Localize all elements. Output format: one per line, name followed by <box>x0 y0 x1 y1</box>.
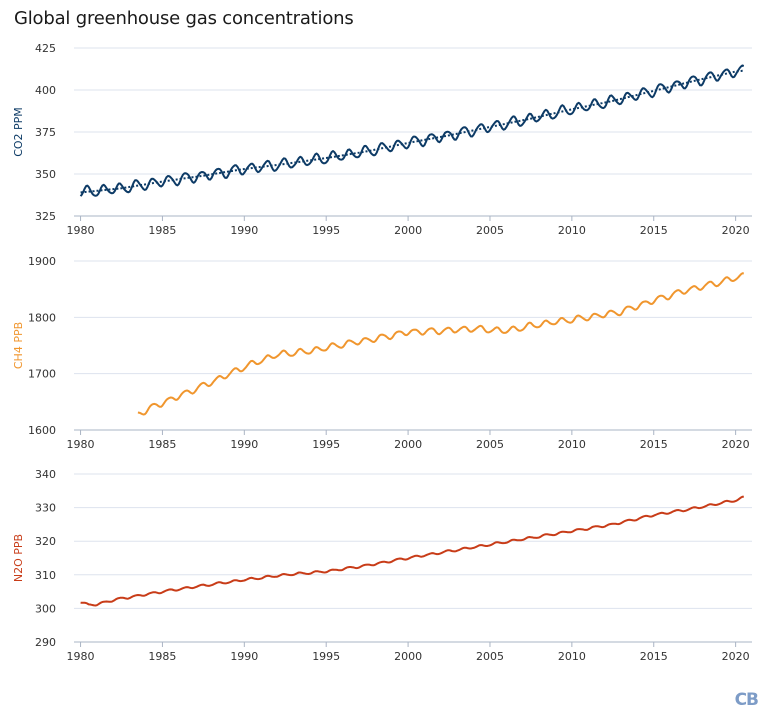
n2o-x-tick-label: 1985 <box>148 650 176 663</box>
n2o-y-tick-label: 320 <box>35 535 56 548</box>
co2-x-tick-label: 2010 <box>558 224 586 237</box>
ch4-x-tick-label: 2020 <box>722 438 750 451</box>
n2o-series-line <box>80 495 744 607</box>
n2o-x-tick-label: 2005 <box>476 650 504 663</box>
ch4-x-tick-label: 1995 <box>312 438 340 451</box>
ch4-series-line <box>137 272 744 416</box>
ch4-y-tick-label: 1600 <box>28 424 56 437</box>
co2-x-tick-label: 2005 <box>476 224 504 237</box>
n2o-x-tick-label: 2015 <box>640 650 668 663</box>
ch4-x-tick-label: 1980 <box>67 438 95 451</box>
n2o-panel: 290 300 310 320 330 340 1980 1985 1990 1995 2000 20… <box>12 468 752 663</box>
n2o-y-tick-label: 310 <box>35 569 56 582</box>
n2o-y-axis-label: N2O PPB <box>12 534 25 582</box>
co2-y-tick-label: 375 <box>35 126 56 139</box>
co2-x-tick-label: 2000 <box>394 224 422 237</box>
co2-x-tick-label: 1980 <box>67 224 95 237</box>
co2-trend-line <box>80 69 744 194</box>
n2o-y-tick-label: 340 <box>35 468 56 481</box>
n2o-x-tick-label: 2020 <box>722 650 750 663</box>
n2o-x-tick-label: 1980 <box>67 650 95 663</box>
ch4-y-tick-label: 1700 <box>28 368 56 381</box>
n2o-y-tick-label: 290 <box>35 636 56 649</box>
n2o-x-tick-label: 2000 <box>394 650 422 663</box>
n2o-x-tick-label: 2010 <box>558 650 586 663</box>
co2-x-tick-label: 2015 <box>640 224 668 237</box>
n2o-x-tick-label: 1990 <box>230 650 258 663</box>
co2-panel: 325 350 375 400 425 1980 1985 1990 1995 2000 2005 2… <box>12 42 752 237</box>
co2-y-tick-label: 400 <box>35 84 56 97</box>
ch4-x-tick-label: 1990 <box>230 438 258 451</box>
ch4-y-tick-label: 1900 <box>28 255 56 268</box>
ch4-x-tick-label: 2005 <box>476 438 504 451</box>
ch4-x-tick-label: 2015 <box>640 438 668 451</box>
co2-y-tick-label: 350 <box>35 168 56 181</box>
co2-x-tick-label: 1995 <box>312 224 340 237</box>
chart-title: Global greenhouse gas concentrations <box>14 8 354 29</box>
ch4-x-tick-label: 1985 <box>148 438 176 451</box>
co2-y-axis-label: CO2 PPM <box>12 107 25 157</box>
ch4-y-tick-label: 1800 <box>28 311 56 324</box>
co2-y-tick-label: 425 <box>35 42 56 55</box>
n2o-x-tick-label: 1995 <box>312 650 340 663</box>
ch4-panel: 1600 1700 1800 1900 1980 1985 1990 1995 2000 2005… <box>12 255 752 451</box>
carbon-brief-logo: CB <box>734 690 759 710</box>
ch4-y-axis-label: CH4 PPB <box>12 322 25 369</box>
n2o-y-tick-label: 330 <box>35 502 56 515</box>
co2-series-line <box>79 64 745 197</box>
co2-x-tick-label: 1990 <box>230 224 258 237</box>
n2o-y-tick-label: 300 <box>35 602 56 615</box>
co2-x-tick-label: 2020 <box>722 224 750 237</box>
ch4-x-tick-label: 2000 <box>394 438 422 451</box>
co2-x-tick-label: 1985 <box>148 224 176 237</box>
co2-y-tick-label: 325 <box>35 210 56 223</box>
ch4-x-tick-label: 2010 <box>558 438 586 451</box>
